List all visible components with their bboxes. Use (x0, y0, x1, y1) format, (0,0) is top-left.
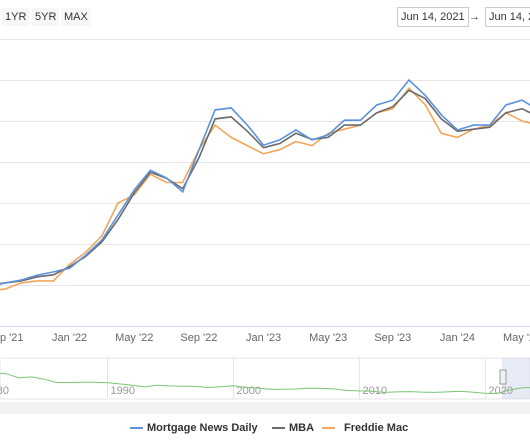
navigator-tick-label: 2020 (489, 385, 513, 397)
x-tick-label: May '24 (503, 332, 530, 344)
series-line (0, 86, 530, 291)
x-tick-label: Sep '22 (180, 332, 217, 344)
range-button[interactable]: 5YR (32, 8, 60, 26)
legend-item[interactable]: MBA (272, 422, 314, 434)
date-to[interactable]: Jun 14, 2024 (485, 7, 530, 27)
range-button[interactable]: MAX (61, 8, 91, 26)
date-to-wrap: Jun 14, 2024 (484, 0, 530, 30)
navigator-tick-label: 1990 (111, 385, 135, 397)
series-line (0, 89, 530, 285)
navigator-handle[interactable] (499, 369, 507, 385)
navigator: 1980 1990 2000 2010 2020 (0, 358, 530, 399)
x-tick-label: Sep '21 (0, 332, 23, 344)
legend-label: Freddie Mac (344, 422, 408, 434)
x-tick-label: Jan '24 (440, 332, 475, 344)
plot-area (0, 78, 530, 291)
series-line (0, 78, 530, 286)
navigator-frame (0, 357, 530, 400)
x-tick-label: Jan '22 (52, 332, 87, 344)
scrollbar[interactable] (0, 402, 530, 414)
legend-item[interactable]: Mortgage News Daily (130, 422, 259, 434)
range-button[interactable]: 1YR (2, 8, 30, 26)
navigator-tick-label: 1980 (0, 385, 9, 397)
navigator-tick-label: 2000 (237, 385, 261, 397)
legend-label: MBA (289, 422, 314, 434)
navigator-tick-label: 2010 (363, 385, 387, 397)
x-tick-label: May '22 (115, 332, 153, 344)
x-tick-label: May '23 (309, 332, 347, 344)
x-tick-label: Jan '23 (246, 332, 281, 344)
legend-item[interactable]: Freddie Mac (322, 422, 408, 434)
navigator-line (0, 372, 530, 394)
date-from[interactable]: Jun 14, 2021 (397, 7, 469, 27)
legend-label: Mortgage News Daily (147, 422, 259, 434)
navigator-selection[interactable] (502, 358, 530, 399)
date-separator: → (469, 11, 480, 23)
x-tick-label: Sep '23 (374, 332, 411, 344)
